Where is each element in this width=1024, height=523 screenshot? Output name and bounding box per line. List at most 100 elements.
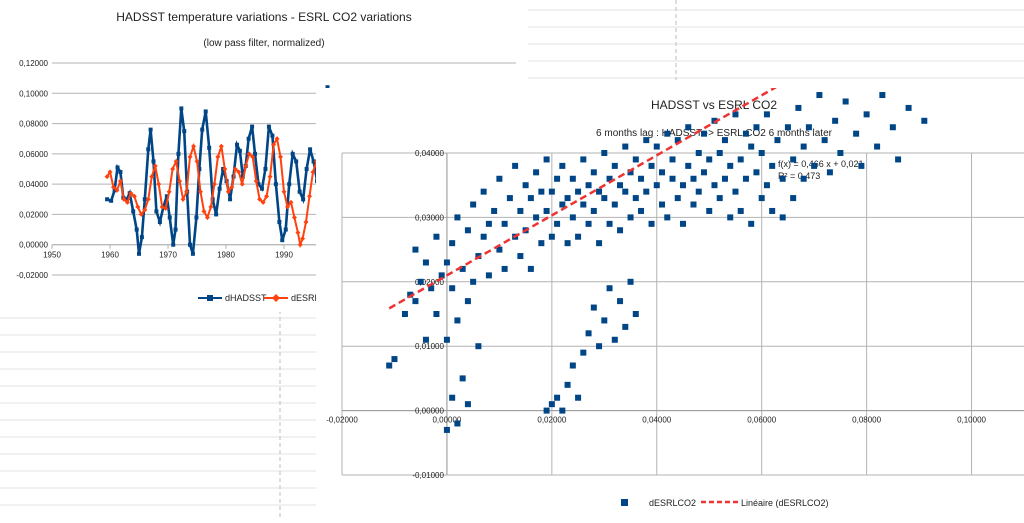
legend-label-trend: Linéaire (dESRLCO2) xyxy=(741,498,829,508)
data-point-dhadsst xyxy=(146,147,151,152)
x-tick-label: 0,08000 xyxy=(852,416,881,425)
chart-subtitle: 6 months lag : HADSST -> ESRL CO2 6 mont… xyxy=(596,128,833,139)
data-point-desrlco2 xyxy=(527,195,534,202)
data-point-desrlco2 xyxy=(307,193,313,199)
y-tick-label: -0,01000 xyxy=(412,471,444,480)
data-point-desrlco2 xyxy=(449,285,456,292)
data-point-desrlco2 xyxy=(274,136,280,142)
y-tick-label: 0,08000 xyxy=(19,120,48,129)
data-point-desrlco2 xyxy=(685,162,692,169)
y-tick-label: 0,04000 xyxy=(415,149,444,158)
data-point-desrlco2 xyxy=(554,175,561,182)
data-point-dhadsst xyxy=(270,133,275,138)
data-point-desrlco2 xyxy=(491,207,498,214)
data-point-desrlco2 xyxy=(208,204,214,210)
data-point-desrlco2 xyxy=(246,151,252,157)
data-point-dhadsst xyxy=(131,209,136,214)
data-point-dhadsst xyxy=(171,242,176,247)
data-point-desrlco2 xyxy=(412,246,419,253)
data-point-desrlco2 xyxy=(674,195,681,202)
data-point-desrlco2 xyxy=(543,207,550,214)
data-point-dhadsst xyxy=(287,182,292,187)
data-point-desrlco2 xyxy=(480,188,487,195)
data-point-dhadsst xyxy=(301,197,306,202)
data-point-desrlco2 xyxy=(104,174,110,180)
data-point-dhadsst xyxy=(139,235,144,240)
data-point-desrlco2 xyxy=(288,199,294,205)
legend-label-desrlco2: dESRLCO2 xyxy=(291,293,338,303)
data-point-desrlco2 xyxy=(874,143,881,150)
data-point-desrlco2 xyxy=(142,207,148,213)
data-point-desrlco2 xyxy=(215,154,221,160)
data-point-desrlco2 xyxy=(769,162,776,169)
data-point-desrlco2 xyxy=(585,220,592,227)
data-point-desrlco2 xyxy=(124,199,130,205)
data-point-desrlco2 xyxy=(107,169,113,175)
data-point-desrlco2 xyxy=(727,214,734,221)
data-point-desrlco2 xyxy=(253,178,259,184)
x-tick-label: 0,04000 xyxy=(642,416,671,425)
data-point-desrlco2 xyxy=(564,381,571,388)
data-point-desrlco2 xyxy=(156,181,162,187)
data-point-desrlco2 xyxy=(138,211,144,217)
data-point-desrlco2 xyxy=(575,188,582,195)
data-point-desrlco2 xyxy=(173,158,179,164)
data-point-desrlco2 xyxy=(758,150,765,156)
data-point-dhadsst xyxy=(253,151,257,156)
y-tick-label: 0,02000 xyxy=(415,278,444,287)
data-point-desrlco2 xyxy=(653,182,660,189)
data-point-desrlco2 xyxy=(842,98,849,105)
data-point-desrlco2 xyxy=(222,166,228,172)
data-point-desrlco2 xyxy=(281,189,287,195)
data-point-desrlco2 xyxy=(464,298,471,305)
data-point-desrlco2 xyxy=(564,240,571,247)
data-point-desrlco2 xyxy=(538,188,545,195)
data-point-desrlco2 xyxy=(180,196,186,202)
data-point-desrlco2 xyxy=(606,220,613,227)
data-point-desrlco2 xyxy=(622,188,629,195)
data-point-desrlco2 xyxy=(790,156,797,163)
data-point-dhadsst xyxy=(118,170,123,175)
data-point-desrlco2 xyxy=(449,240,456,247)
data-point-dhadsst xyxy=(256,182,261,187)
data-point-desrlco2 xyxy=(727,162,734,169)
data-point-desrlco2 xyxy=(763,111,770,118)
data-point-desrlco2 xyxy=(895,156,902,163)
data-point-desrlco2 xyxy=(585,182,592,189)
data-point-desrlco2 xyxy=(554,394,561,401)
data-point-desrlco2 xyxy=(732,188,739,195)
data-point-desrlco2 xyxy=(575,394,582,401)
data-point-desrlco2 xyxy=(742,130,749,137)
data-point-desrlco2 xyxy=(480,233,487,240)
data-point-desrlco2 xyxy=(622,143,629,150)
data-point-dhadsst xyxy=(228,197,233,202)
data-point-desrlco2 xyxy=(811,162,818,169)
data-point-desrlco2 xyxy=(291,214,297,220)
data-point-desrlco2 xyxy=(121,196,127,202)
data-point-desrlco2 xyxy=(611,201,618,208)
y-tick-label: 0,12000 xyxy=(19,59,48,68)
data-point-desrlco2 xyxy=(548,233,555,240)
data-point-desrlco2 xyxy=(832,117,839,124)
scatter-chart-panel[interactable]: HADSST vs ESRL CO2 6 months lag : HADSST… xyxy=(316,0,1024,518)
data-point-desrlco2 xyxy=(889,124,896,131)
data-point-desrlco2 xyxy=(271,142,277,148)
data-point-desrlco2 xyxy=(669,175,676,182)
data-point-dhadsst xyxy=(173,227,178,232)
data-point-desrlco2 xyxy=(905,104,912,111)
data-point-desrlco2 xyxy=(559,407,566,414)
data-point-dhadsst xyxy=(197,167,202,171)
data-point-desrlco2 xyxy=(585,330,592,337)
data-point-desrlco2 xyxy=(204,214,210,220)
data-point-desrlco2 xyxy=(721,137,728,144)
data-point-dhadsst xyxy=(182,129,187,134)
data-point-desrlco2 xyxy=(284,204,290,210)
data-point-dhadsst xyxy=(266,124,271,129)
data-point-dhadsst xyxy=(115,165,120,170)
data-point-desrlco2 xyxy=(627,278,634,285)
y-tick-label: 0,06000 xyxy=(19,150,48,159)
data-point-desrlco2 xyxy=(596,188,603,195)
data-point-desrlco2 xyxy=(659,169,666,176)
data-point-desrlco2 xyxy=(422,336,429,343)
data-point-desrlco2 xyxy=(464,227,471,234)
